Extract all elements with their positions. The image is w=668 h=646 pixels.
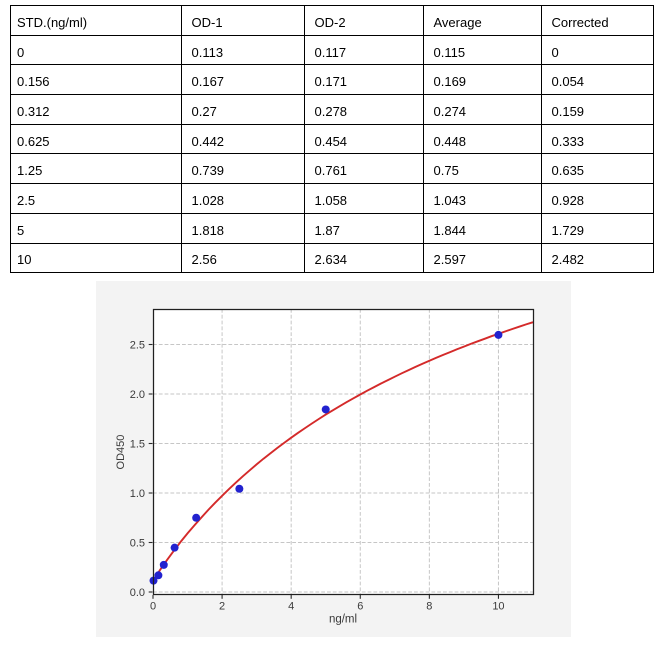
svg-text:ng/ml: ng/ml <box>329 614 357 626</box>
svg-text:OD450: OD450 <box>115 435 127 470</box>
svg-text:8: 8 <box>426 601 432 613</box>
svg-text:0.5: 0.5 <box>130 537 145 549</box>
svg-text:1.5: 1.5 <box>130 438 145 450</box>
svg-text:0: 0 <box>150 601 156 613</box>
svg-text:2: 2 <box>219 601 225 613</box>
svg-text:2.0: 2.0 <box>130 389 145 401</box>
svg-text:0.0: 0.0 <box>130 587 145 599</box>
svg-text:6: 6 <box>357 601 363 613</box>
svg-text:2.5: 2.5 <box>130 339 145 351</box>
svg-text:10: 10 <box>492 601 504 613</box>
svg-text:4: 4 <box>288 601 294 613</box>
svg-text:1.0: 1.0 <box>130 488 145 500</box>
